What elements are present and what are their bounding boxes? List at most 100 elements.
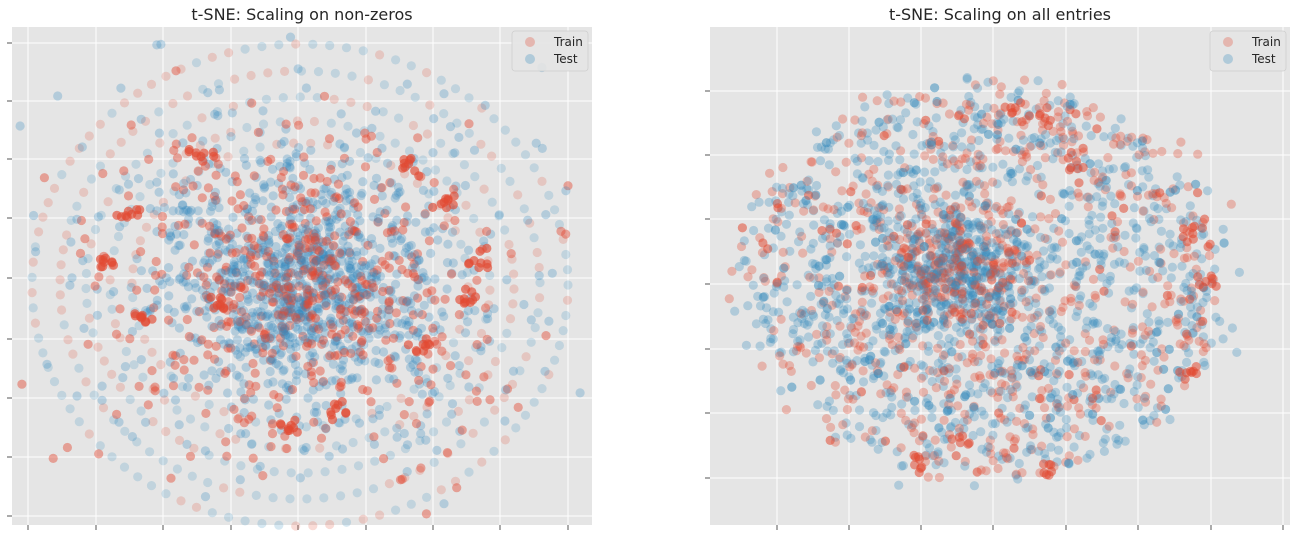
test-point [278,366,288,376]
train-point [254,278,264,289]
test-point [353,461,364,471]
train-point [995,268,1005,278]
test-point [821,277,832,287]
train-point [1098,335,1108,345]
train-point [62,230,72,240]
train-point [1074,300,1084,311]
test-point [829,346,839,356]
train-point [962,181,972,191]
test-point [824,160,834,170]
train-point [258,471,268,481]
test-point [415,436,425,446]
test-point [288,202,298,212]
train-point [477,103,487,113]
train-point [63,335,73,345]
train-point [1189,291,1199,301]
train-point [535,293,545,303]
test-point [938,162,948,172]
test-point [1119,163,1129,173]
test-point [120,426,130,436]
test-point [332,332,342,342]
train-point [281,119,291,129]
train-point [1110,361,1120,371]
test-point [1068,259,1078,269]
test-point [215,335,226,345]
test-point [378,282,388,293]
test-point [376,183,386,193]
train-point [950,307,960,317]
train-point [1167,203,1177,213]
train-point [943,264,953,274]
train-point [318,376,328,386]
test-point [302,494,312,504]
test-point [354,418,365,428]
test-point [1037,272,1047,282]
train-point [184,331,194,342]
train-point [301,302,311,312]
test-point [389,374,399,384]
test-point [343,121,353,131]
train-point [1036,191,1046,201]
train-point [144,154,154,164]
test-point [884,202,894,212]
train-point [1015,403,1025,413]
test-point [325,275,335,285]
train-point [979,181,990,191]
test-point [261,294,271,305]
train-point [1035,393,1045,404]
train-point [997,335,1007,345]
test-point [274,290,284,300]
train-point [882,268,892,278]
test-point [291,152,302,162]
test-point [266,252,276,263]
test-point [411,331,421,341]
train-point [1007,372,1017,382]
test-point [866,351,876,361]
test-point [987,251,997,262]
train-point [375,50,385,60]
test-point [1064,228,1074,239]
train-point [967,202,977,212]
train-point [341,306,351,317]
train-point [171,182,181,192]
test-point [1047,389,1057,399]
test-point [471,342,481,352]
test-point [1139,244,1149,254]
test-point [1008,234,1019,244]
train-point [201,408,211,418]
train-point [859,342,869,352]
train-point [1030,346,1040,356]
train-point [1066,296,1076,307]
train-point [996,234,1006,244]
test-point [208,198,218,208]
test-point [930,275,940,285]
test-point [359,246,369,256]
test-point [454,361,464,371]
test-point [224,232,234,242]
train-point [290,204,300,214]
train-point [1018,342,1028,353]
test-point [301,315,311,325]
test-point [992,118,1002,128]
test-point [247,308,258,318]
test-point [987,238,997,248]
test-point [1018,135,1029,145]
test-point [1110,379,1120,390]
test-point [214,226,224,236]
test-point [926,140,937,150]
train-point [967,314,977,324]
train-point [1159,193,1169,203]
train-point [135,236,145,246]
test-point [428,148,438,158]
test-point [207,366,217,376]
test-point [1017,251,1027,261]
train-point [210,354,220,364]
train-point [275,333,285,343]
train-point [429,178,439,188]
train-point [943,234,953,244]
test-point [919,242,929,252]
test-point [321,380,331,390]
test-point [185,207,195,217]
train-point [345,217,355,227]
test-point [1085,298,1095,309]
